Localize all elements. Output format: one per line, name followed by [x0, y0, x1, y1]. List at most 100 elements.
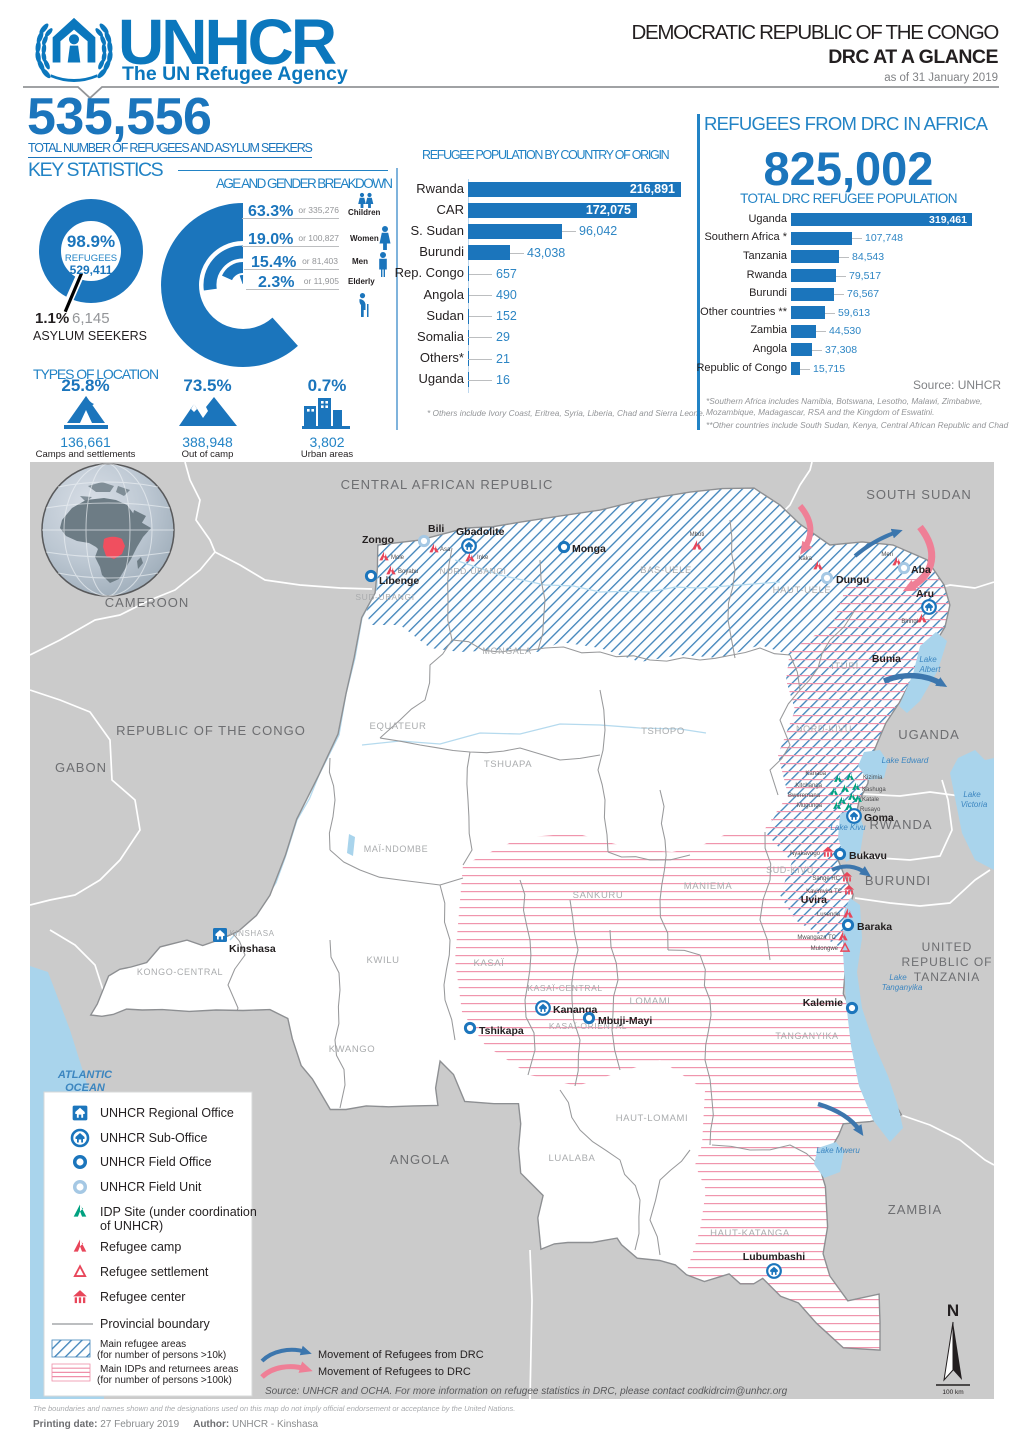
svg-text:Source: UNHCR and OCHA. For m: Source: UNHCR and OCHA. For more informa… [265, 1386, 788, 1397]
svg-text:MONGALA: MONGALA [482, 646, 531, 656]
svg-text:RWANDA: RWANDA [869, 817, 932, 832]
svg-text:SUD-KIVU: SUD-KIVU [766, 865, 814, 875]
svg-text:Kanaba: Kanaba [805, 771, 826, 777]
svg-text:Victoria: Victoria [961, 800, 988, 809]
svg-text:Boyabu: Boyabu [398, 569, 418, 575]
svg-text:KONGO-CENTRAL: KONGO-CENTRAL [137, 967, 223, 977]
svg-text:REFUGEES: REFUGEES [65, 253, 117, 264]
svg-text:Bukavu: Bukavu [849, 850, 887, 862]
svg-text:Refugee settlement: Refugee settlement [100, 1265, 209, 1279]
svg-text:NORD-UBANGI: NORD-UBANGI [439, 566, 506, 576]
svg-text:Mole: Mole [391, 555, 405, 561]
svg-text:KASAÏ-ORIENTAL: KASAÏ-ORIENTAL [549, 1021, 627, 1031]
svg-text:KWILU: KWILU [366, 955, 399, 966]
svg-text:Refugee camp: Refugee camp [100, 1240, 181, 1254]
svg-text:UNHCR: UNHCR [118, 6, 336, 78]
svg-text:Albert: Albert [919, 665, 942, 674]
svg-text:Kashuga: Kashuga [862, 787, 886, 793]
svg-text:Asa: Asa [440, 547, 451, 553]
svg-text:Katale: Katale [862, 797, 880, 803]
svg-text:98.9%: 98.9% [67, 232, 115, 251]
svg-text:EQUATEUR: EQUATEUR [370, 721, 427, 732]
svg-text:Kaka: Kaka [798, 556, 812, 562]
svg-text:Meri: Meri [881, 552, 893, 558]
svg-text:Bili: Bili [428, 523, 444, 535]
svg-text:HAUT-KATANGA: HAUT-KATANGA [710, 1228, 790, 1239]
svg-text:BURUNDI: BURUNDI [865, 873, 931, 888]
svg-text:REPUBLIC OF: REPUBLIC OF [901, 955, 992, 969]
svg-text:OCEAN: OCEAN [65, 1082, 106, 1094]
svg-text:UNITED: UNITED [922, 940, 973, 954]
svg-text:Lake: Lake [919, 655, 937, 664]
svg-text:ASYLUM SEEKERS: ASYLUM SEEKERS [33, 329, 147, 343]
svg-text:Lubumbashi: Lubumbashi [743, 1251, 805, 1263]
svg-text:Sange RC: Sange RC [812, 876, 840, 882]
svg-text:Biringi: Biringi [901, 619, 918, 625]
svg-text:KWANGO: KWANGO [329, 1044, 376, 1055]
svg-text:Mwangaza TC: Mwangaza TC [797, 935, 836, 941]
svg-text:ITURI: ITURI [831, 661, 859, 672]
svg-text:NORD-KIVU: NORD-KIVU [796, 724, 852, 734]
svg-text:HAUT-UELE: HAUT-UELE [773, 585, 832, 596]
svg-text:100 km: 100 km [942, 1389, 963, 1396]
svg-text:Main refugee areas: Main refugee areas [100, 1339, 186, 1350]
svg-text:GABON: GABON [55, 760, 107, 775]
svg-text:UNHCR Field Unit: UNHCR Field Unit [100, 1180, 202, 1194]
svg-text:UGANDA: UGANDA [898, 727, 960, 742]
svg-text:KASAÏ-CENTRAL: KASAÏ-CENTRAL [527, 983, 602, 993]
svg-text:UNHCR Regional Office: UNHCR Regional Office [100, 1106, 234, 1120]
svg-text:ANGOLA: ANGOLA [390, 1152, 450, 1167]
svg-text:TANZANIA: TANZANIA [914, 970, 980, 984]
svg-text:Inke: Inke [477, 555, 489, 561]
svg-text:BAS-UELE: BAS-UELE [640, 565, 692, 576]
svg-text:Movement of Refugees to DRC: Movement of Refugees to DRC [318, 1366, 471, 1378]
svg-text:Kinshasa: Kinshasa [229, 943, 276, 955]
svg-text:IDP Site (under coordination: IDP Site (under coordination [100, 1205, 257, 1219]
svg-text:Aba: Aba [911, 564, 931, 576]
svg-text:Mulongwe: Mulongwe [811, 946, 839, 952]
svg-text:KINSHASA: KINSHASA [229, 929, 274, 938]
svg-text:MAÏ-NDOMBE: MAÏ-NDOMBE [364, 844, 429, 854]
svg-text:Nyakavogo: Nyakavogo [790, 851, 821, 857]
svg-text:UNHCR Sub-Office: UNHCR Sub-Office [100, 1131, 207, 1145]
svg-text:Lusenda: Lusenda [817, 912, 841, 918]
svg-text:Libenge: Libenge [379, 575, 419, 587]
svg-text:SUD-UBANGI: SUD-UBANGI [355, 592, 414, 602]
svg-text:Bunia: Bunia [872, 653, 901, 665]
svg-text:(for number of persons >10k): (for number of persons >10k) [97, 1350, 226, 1361]
svg-text:TSHOPO: TSHOPO [641, 726, 685, 737]
svg-text:KASAÏ: KASAÏ [474, 958, 505, 969]
svg-text:Kalemie: Kalemie [803, 997, 843, 1009]
svg-text:N: N [947, 1301, 959, 1320]
svg-text:Baraka: Baraka [857, 921, 892, 933]
svg-text:Refugee center: Refugee center [100, 1290, 185, 1304]
svg-text:529,411: 529,411 [70, 263, 113, 277]
svg-text:Gbadolite: Gbadolite [456, 526, 505, 538]
svg-text:Bweremana: Bweremana [788, 793, 821, 799]
svg-text:LUALABA: LUALABA [549, 1153, 596, 1164]
svg-text:CENTRAL AFRICAN REPUBLIC: CENTRAL AFRICAN REPUBLIC [341, 477, 554, 492]
svg-text:Kitchanga: Kitchanga [795, 783, 822, 789]
svg-text:Lake Edward: Lake Edward [882, 756, 929, 765]
svg-text:Mugunga: Mugunga [797, 803, 823, 809]
svg-text:6,145: 6,145 [72, 310, 110, 327]
svg-text:Zongo: Zongo [362, 534, 394, 546]
svg-text:(for number of persons >100k): (for number of persons >100k) [97, 1375, 232, 1386]
svg-text:The UN Refugee Agency: The UN Refugee Agency [122, 63, 348, 85]
svg-text:SOUTH SUDAN: SOUTH SUDAN [866, 487, 972, 502]
svg-text:REPUBLIC OF THE CONGO: REPUBLIC OF THE CONGO [116, 723, 306, 738]
svg-text:Tanganyika: Tanganyika [882, 983, 923, 992]
svg-text:1.1%: 1.1% [35, 310, 69, 327]
svg-text:Uvira: Uvira [801, 894, 827, 906]
svg-text:TANGANYIKA: TANGANYIKA [775, 1031, 838, 1041]
svg-text:Dungu: Dungu [836, 574, 869, 586]
svg-text:Kavimvira TC: Kavimvira TC [806, 889, 843, 895]
svg-text:Mbuji-Mayi: Mbuji-Mayi [598, 1015, 652, 1027]
svg-text:Monga: Monga [572, 543, 606, 555]
svg-text:CAMEROON: CAMEROON [105, 595, 190, 610]
svg-text:Lake Mweru: Lake Mweru [816, 1146, 860, 1155]
svg-text:Lake: Lake [889, 973, 907, 982]
svg-text:ZAMBIA: ZAMBIA [888, 1202, 942, 1217]
svg-text:HAUT-LOMAMI: HAUT-LOMAMI [616, 1113, 689, 1124]
svg-text:TSHUAPA: TSHUAPA [484, 759, 532, 770]
